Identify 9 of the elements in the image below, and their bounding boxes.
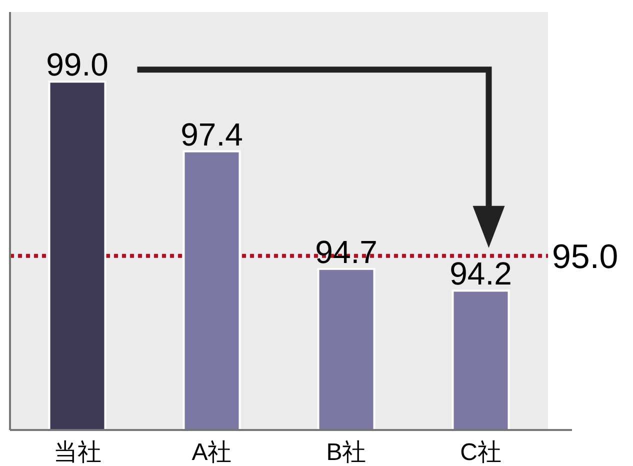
x-tick-label: B社 [326,439,366,466]
data-label: 97.4 [180,116,243,152]
x-tick-label: C社 [460,439,502,466]
data-label: 94.2 [450,256,512,292]
x-tick-label: A社 [192,439,232,466]
x-tick-label: 当社 [53,439,102,466]
data-label: 99.0 [46,46,108,83]
data-label: 94.7 [315,234,378,270]
ref-line-label: 95.0 [552,238,618,276]
